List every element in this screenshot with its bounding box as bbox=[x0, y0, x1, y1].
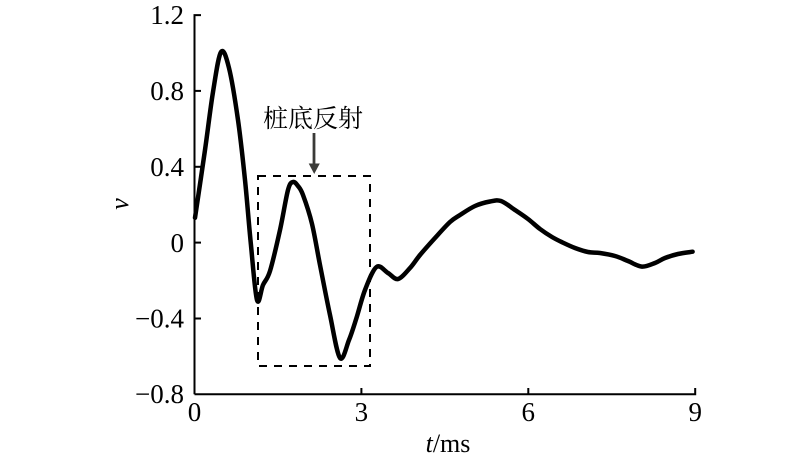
svg-text:0: 0 bbox=[188, 397, 202, 427]
svg-text:0.8: 0.8 bbox=[150, 76, 184, 106]
svg-text:t/ms: t/ms bbox=[426, 429, 471, 458]
svg-text:9: 9 bbox=[688, 397, 702, 427]
svg-text:−0.8: −0.8 bbox=[135, 379, 184, 409]
svg-text:6: 6 bbox=[522, 397, 536, 427]
svg-text:1.2: 1.2 bbox=[150, 0, 184, 30]
svg-text:−0.4: −0.4 bbox=[135, 304, 184, 334]
svg-text:v: v bbox=[105, 198, 134, 210]
svg-text:3: 3 bbox=[355, 397, 369, 427]
svg-text:0.4: 0.4 bbox=[150, 152, 184, 182]
svg-text:桩底反射: 桩底反射 bbox=[263, 99, 363, 135]
svg-text:0: 0 bbox=[171, 228, 185, 258]
